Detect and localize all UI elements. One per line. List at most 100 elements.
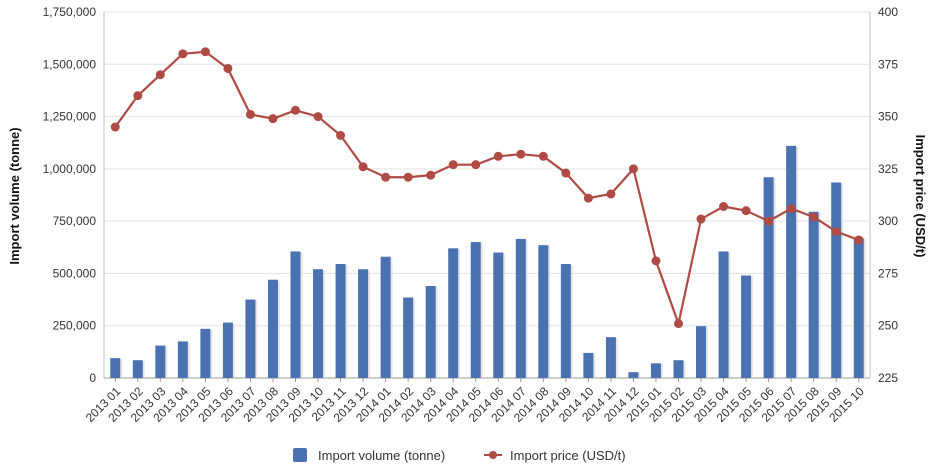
right-tick-label: 400 — [878, 5, 898, 19]
left-tick-label: 1,750,000 — [43, 5, 97, 19]
volume-bar[interactable] — [605, 337, 616, 378]
price-point[interactable] — [651, 256, 661, 266]
legend-label-volume: Import volume (tonne) — [318, 448, 445, 463]
price-point[interactable] — [426, 170, 436, 180]
volume-bar[interactable] — [110, 358, 121, 378]
right-tick-label: 275 — [878, 266, 898, 280]
price-point[interactable] — [493, 151, 503, 161]
left-tick-label: 0 — [89, 371, 96, 385]
volume-bar[interactable] — [786, 145, 797, 378]
gridlines — [104, 11, 870, 379]
volume-bar[interactable] — [245, 299, 256, 378]
price-point[interactable] — [110, 122, 120, 132]
left-tick-label: 750,000 — [53, 214, 97, 228]
volume-bar[interactable] — [290, 251, 301, 378]
legend-item-price[interactable]: Import price (USD/t) — [484, 448, 626, 463]
price-point[interactable] — [133, 91, 143, 101]
price-point[interactable] — [809, 212, 819, 222]
price-point[interactable] — [831, 227, 841, 237]
volume-bar[interactable] — [425, 285, 436, 378]
price-point[interactable] — [403, 172, 413, 182]
volume-bars — [110, 145, 866, 378]
volume-bar[interactable] — [380, 256, 391, 378]
price-point[interactable] — [358, 162, 368, 172]
price-point[interactable] — [178, 49, 188, 59]
price-line — [110, 47, 864, 329]
left-tick-label: 1,250,000 — [43, 110, 97, 124]
price-point[interactable] — [741, 206, 751, 216]
price-point[interactable] — [336, 130, 346, 140]
volume-bar[interactable] — [560, 264, 571, 378]
volume-bar[interactable] — [853, 237, 864, 378]
right-tick-label: 325 — [878, 162, 898, 176]
volume-bar[interactable] — [515, 238, 526, 378]
price-point[interactable] — [200, 47, 210, 57]
price-point[interactable] — [561, 168, 571, 178]
right-tick-label: 250 — [878, 319, 898, 333]
left-tick-label: 250,000 — [53, 319, 97, 333]
volume-bar[interactable] — [335, 264, 346, 378]
price-point[interactable] — [786, 204, 796, 214]
left-axis-title: Import volume (tonne) — [7, 127, 22, 264]
volume-bar[interactable] — [493, 252, 504, 378]
volume-bar[interactable] — [222, 322, 233, 378]
volume-bar[interactable] — [448, 248, 459, 378]
volume-bar[interactable] — [808, 211, 819, 378]
volume-bar[interactable] — [155, 345, 166, 378]
legend-bar-swatch — [293, 448, 307, 462]
right-tick-label: 375 — [878, 57, 898, 71]
legend: Import volume (tonne) Import price (USD/… — [293, 448, 626, 463]
left-tick-label: 1,000,000 — [43, 162, 97, 176]
price-point[interactable] — [155, 70, 165, 80]
volume-bar[interactable] — [673, 360, 684, 378]
volume-bar[interactable] — [650, 363, 661, 378]
price-point[interactable] — [628, 164, 638, 174]
volume-bar[interactable] — [132, 360, 143, 378]
price-point[interactable] — [764, 216, 774, 226]
price-point[interactable] — [854, 235, 864, 245]
price-point[interactable] — [516, 149, 526, 159]
volume-bar[interactable] — [583, 352, 594, 378]
right-tick-label: 350 — [878, 110, 898, 124]
price-point[interactable] — [268, 114, 278, 124]
price-point[interactable] — [291, 105, 300, 115]
left-tick-label: 1,500,000 — [43, 57, 97, 71]
volume-bar[interactable] — [763, 177, 774, 378]
volume-bar[interactable] — [313, 269, 324, 378]
price-line-path — [114, 50, 860, 325]
volume-bar[interactable] — [696, 326, 707, 378]
volume-bar[interactable] — [628, 372, 639, 378]
volume-bar[interactable] — [470, 242, 481, 378]
left-tick-label: 500,000 — [53, 266, 97, 280]
price-point[interactable] — [223, 63, 233, 73]
price-point[interactable] — [606, 189, 616, 199]
legend-item-volume[interactable]: Import volume (tonne) — [293, 448, 445, 463]
price-point[interactable] — [583, 193, 593, 203]
price-point[interactable] — [245, 109, 255, 119]
right-y-axis: 225 250 275 300 325 350 375 400 — [869, 5, 898, 385]
volume-bar[interactable] — [267, 279, 278, 378]
price-point[interactable] — [471, 160, 481, 170]
volume-bar[interactable] — [200, 328, 211, 378]
price-point[interactable] — [674, 319, 683, 329]
volume-bar[interactable] — [177, 341, 188, 378]
price-point[interactable] — [696, 214, 706, 224]
price-point[interactable] — [719, 202, 729, 212]
volume-bar[interactable] — [538, 245, 549, 378]
volume-bar[interactable] — [358, 269, 369, 378]
legend-label-price: Import price (USD/t) — [510, 448, 626, 463]
price-point[interactable] — [538, 151, 548, 161]
right-tick-label: 300 — [878, 214, 898, 228]
price-point[interactable] — [381, 172, 391, 182]
volume-bar[interactable] — [718, 251, 729, 378]
right-axis-title: Import price (USD/t) — [913, 135, 928, 258]
volume-bar[interactable] — [741, 275, 752, 378]
volume-bar[interactable] — [403, 297, 414, 378]
left-y-axis: 0 250,000 500,000 750,000 1,000,000 1,250,000… — [43, 5, 105, 385]
price-point[interactable] — [448, 160, 458, 170]
price-point[interactable] — [313, 112, 323, 122]
volume-bar[interactable] — [831, 182, 842, 378]
